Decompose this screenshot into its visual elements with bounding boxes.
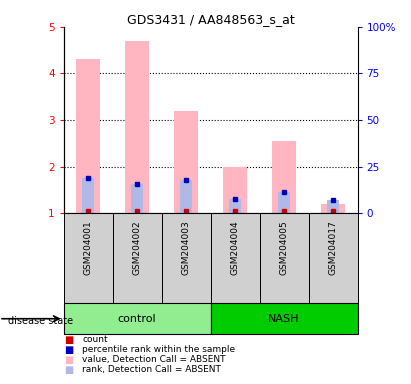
- Text: control: control: [118, 314, 157, 324]
- Text: ■: ■: [64, 345, 73, 355]
- Text: GSM204003: GSM204003: [182, 220, 191, 275]
- Bar: [131, 184, 143, 213]
- Bar: [211, 213, 260, 303]
- Bar: [174, 111, 199, 213]
- Text: ■: ■: [64, 355, 73, 365]
- Bar: [64, 303, 210, 334]
- Text: value, Detection Call = ABSENT: value, Detection Call = ABSENT: [82, 355, 226, 364]
- Text: ■: ■: [64, 365, 73, 375]
- Bar: [113, 213, 162, 303]
- Bar: [180, 180, 192, 213]
- Text: percentile rank within the sample: percentile rank within the sample: [82, 345, 236, 354]
- Bar: [76, 60, 100, 213]
- Text: NASH: NASH: [268, 314, 300, 324]
- Text: rank, Detection Call = ABSENT: rank, Detection Call = ABSENT: [82, 365, 221, 374]
- Bar: [260, 213, 309, 303]
- Bar: [223, 167, 247, 213]
- Title: GDS3431 / AA848563_s_at: GDS3431 / AA848563_s_at: [127, 13, 295, 26]
- Bar: [229, 199, 241, 213]
- Bar: [211, 303, 358, 334]
- Bar: [162, 213, 211, 303]
- Text: count: count: [82, 335, 108, 344]
- Bar: [321, 204, 345, 213]
- Text: GSM204002: GSM204002: [133, 220, 142, 275]
- Bar: [327, 200, 339, 213]
- Text: GSM204004: GSM204004: [231, 220, 240, 275]
- Text: GSM204005: GSM204005: [279, 220, 289, 275]
- Text: disease state: disease state: [8, 316, 73, 326]
- Bar: [82, 178, 94, 213]
- Bar: [278, 192, 290, 213]
- Bar: [125, 41, 150, 213]
- Bar: [64, 213, 113, 303]
- Bar: [309, 213, 358, 303]
- Text: ■: ■: [64, 335, 73, 345]
- Bar: [272, 141, 296, 213]
- Text: GSM204001: GSM204001: [84, 220, 93, 275]
- Text: GSM204017: GSM204017: [328, 220, 337, 275]
